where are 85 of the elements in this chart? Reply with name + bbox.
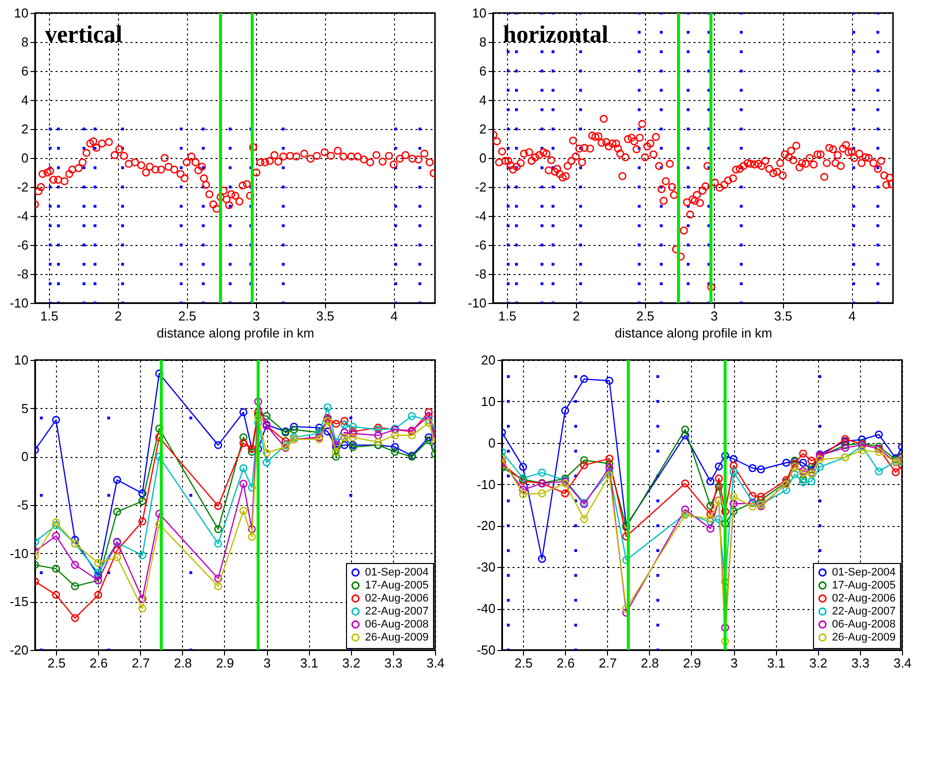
y-tick-label: 10 <box>14 6 28 20</box>
y-tick-label: 6 <box>21 64 28 78</box>
y-tick-label: 2 <box>21 122 28 136</box>
x-tick-label: 1.5 <box>40 308 58 324</box>
y-tick-label: -2 <box>474 180 486 194</box>
x-tick-label: 3 <box>710 308 718 324</box>
legend-label: 17-Aug-2005 <box>832 580 896 592</box>
x-tick-label: 3.1 <box>767 656 786 670</box>
x-tick-label: 2.6 <box>556 656 575 670</box>
legend-label: 01-Sep-2004 <box>832 566 896 578</box>
y-tick-label: 10 <box>14 352 28 368</box>
y-tick-label: 10 <box>472 6 486 20</box>
y-tick-label: 6 <box>479 64 486 78</box>
x-tick-label: 2 <box>114 308 122 324</box>
y-tick-label: -15 <box>10 594 28 610</box>
x-tick-label: 2.9 <box>216 656 234 670</box>
y-tick-label: -10 <box>476 476 496 492</box>
y-tick-label: 0 <box>21 449 28 464</box>
x-tick-label: 3.1 <box>300 656 318 670</box>
y-tick-label: -8 <box>474 266 486 282</box>
y-tick-label: -4 <box>474 208 486 224</box>
x-tick-label: 2.8 <box>174 656 192 670</box>
legend-label: 02-Aug-2006 <box>365 592 429 604</box>
y-tick-label: 5 <box>21 400 28 416</box>
x-tick-label: 3.3 <box>851 656 870 670</box>
x-axis-title: distance along profile in km <box>156 326 314 340</box>
x-tick-label: 3 <box>263 656 271 670</box>
legend-label: 17-Aug-2005 <box>365 580 429 592</box>
x-tick-label: 3 <box>730 656 738 670</box>
y-tick-label: -6 <box>474 238 486 252</box>
legend-label: 01-Sep-2004 <box>365 566 429 578</box>
y-tick-label: -8 <box>16 266 28 282</box>
y-tick-label: -4 <box>16 208 28 224</box>
x-tick-label: 2.5 <box>514 656 533 670</box>
x-tick-label: 3.3 <box>384 656 402 670</box>
x-tick-label: 3.2 <box>809 656 828 670</box>
x-tick-label: 2.5 <box>636 308 654 324</box>
y-tick-label: -10 <box>10 546 28 561</box>
y-tick-label: 2 <box>479 122 486 136</box>
y-tick-label: -20 <box>10 642 28 658</box>
x-tick-label: 3.5 <box>316 308 334 324</box>
x-tick-label: 2.9 <box>682 656 702 670</box>
y-tick-label: 20 <box>481 352 496 368</box>
y-tick-label: -6 <box>16 238 28 252</box>
x-tick-label: 2.5 <box>48 656 66 670</box>
legend-label: 02-Aug-2006 <box>832 592 896 604</box>
x-tick-label: 3 <box>252 308 260 324</box>
y-tick-label: -10 <box>10 296 28 310</box>
x-tick-label: 2 <box>572 308 580 324</box>
y-tick-label: 4 <box>479 92 486 108</box>
x-tick-label: 4 <box>848 308 856 324</box>
chart-title: horizontal <box>503 22 609 48</box>
chart-title: vertical <box>45 22 123 48</box>
x-tick-label: 2.7 <box>598 656 617 670</box>
y-tick-label: 8 <box>479 34 486 50</box>
x-tick-label: 3.2 <box>342 656 360 670</box>
y-tick-label: 8 <box>21 34 28 50</box>
y-tick-label: -50 <box>476 642 496 658</box>
x-tick-label: 2.8 <box>640 656 659 670</box>
legend-label: 06-Aug-2008 <box>365 618 429 630</box>
legend-label: 22-Aug-2007 <box>832 606 896 618</box>
x-tick-label: 3.5 <box>774 308 792 324</box>
legend-label: 26-Aug-2009 <box>832 632 896 644</box>
y-tick-label: 4 <box>21 92 28 108</box>
y-tick-label: -10 <box>468 296 486 310</box>
x-tick-label: 4 <box>390 308 398 324</box>
y-tick-label: 0 <box>488 435 496 450</box>
x-tick-label: 1.5 <box>498 308 516 324</box>
x-tick-label: 2.7 <box>132 656 150 670</box>
y-tick-label: -2 <box>16 180 28 194</box>
x-axis-title: distance along profile in km <box>614 326 772 340</box>
legend-label: 26-Aug-2009 <box>365 632 429 644</box>
y-tick-label: -5 <box>16 498 28 512</box>
y-tick-label: -40 <box>476 601 496 616</box>
x-tick-label: 3.4 <box>893 656 912 670</box>
legend-label: 22-Aug-2007 <box>365 606 429 618</box>
legend-label: 06-Aug-2008 <box>832 618 896 630</box>
y-tick-label: 0 <box>479 150 486 166</box>
y-tick-label: -20 <box>476 518 496 534</box>
y-tick-label: 0 <box>21 150 28 166</box>
x-tick-label: 2.5 <box>178 308 196 324</box>
x-tick-label: 2.6 <box>90 656 108 670</box>
x-tick-label: 3.4 <box>426 656 445 670</box>
y-tick-label: 10 <box>481 394 496 409</box>
y-tick-label: -30 <box>476 560 496 575</box>
